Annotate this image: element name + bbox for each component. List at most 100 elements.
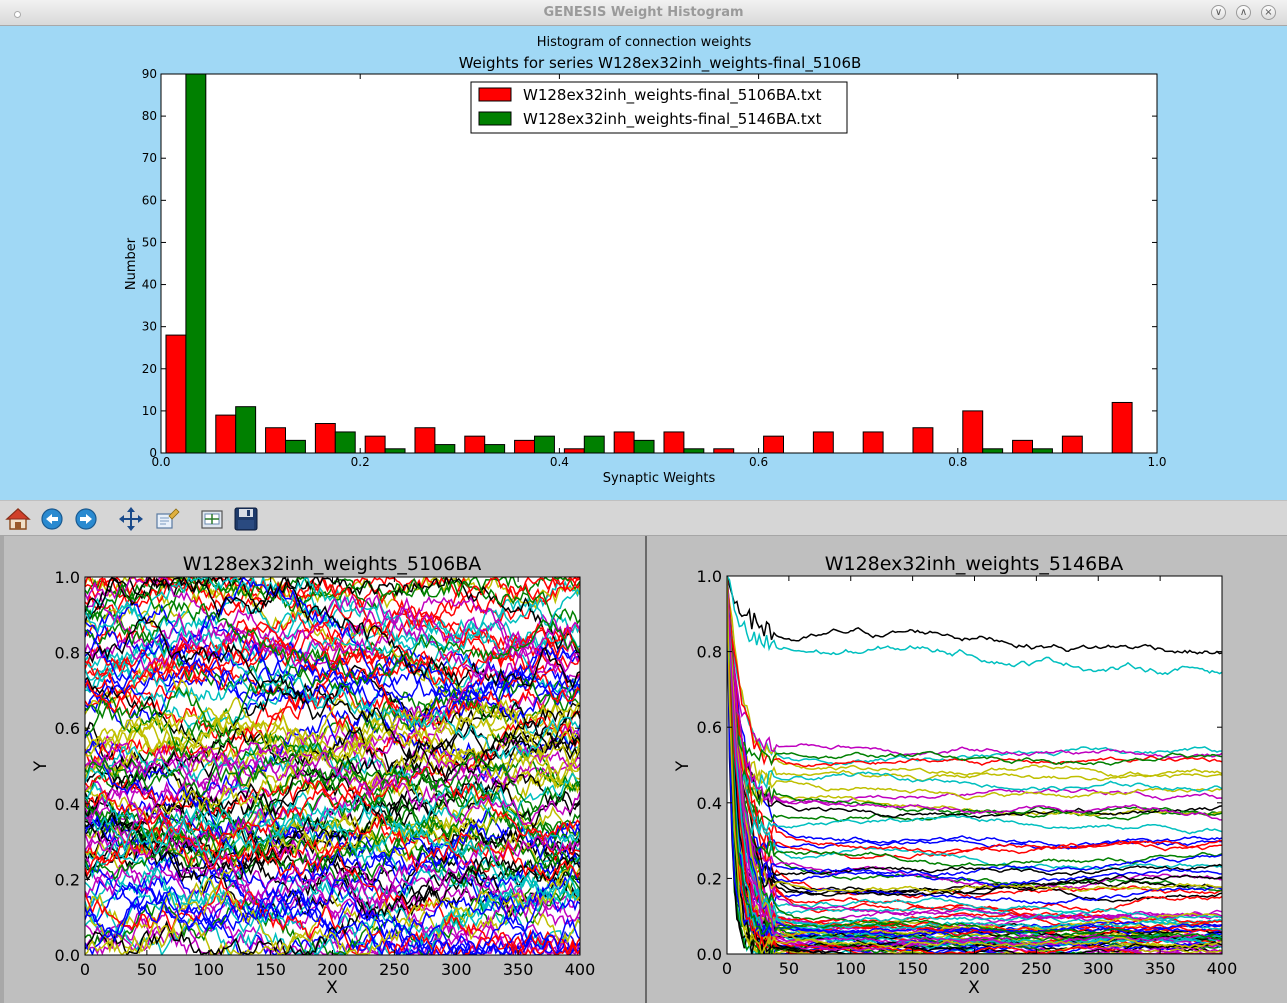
right-plot-trace — [727, 582, 1222, 954]
right-plot-xtick-label: 0 — [722, 959, 732, 978]
legend-swatch-green — [478, 111, 512, 126]
zoom-rect-icon[interactable] — [154, 506, 180, 532]
maximize-icon[interactable]: ∧ — [1236, 5, 1251, 20]
histogram-ytick-label: 90 — [142, 67, 157, 81]
legend-swatch-red — [478, 87, 512, 102]
configure-subplots-icon[interactable] — [199, 506, 225, 532]
right-plot-trace — [727, 576, 1222, 897]
histogram-bar-red-9 — [613, 431, 635, 454]
left-plot-trace — [85, 620, 580, 678]
legend-label-5106BA: W128ex32inh_weights-final_5106BA.txt — [523, 86, 822, 105]
right-plot-trace — [727, 581, 1222, 767]
left-plot-xtick-label: 350 — [503, 960, 534, 979]
left-plot-trace — [85, 843, 580, 955]
right-plot-trace — [727, 576, 1222, 936]
histogram-plot-area[interactable] — [160, 73, 1158, 454]
right-plot-trace — [727, 576, 1222, 884]
right-plot-trace — [727, 578, 1222, 893]
right-plot-trace — [727, 576, 1222, 938]
right-plot-trace — [727, 576, 1222, 896]
histogram-bar-green-4 — [384, 448, 406, 454]
left-plot-trace — [85, 878, 580, 955]
histogram-ytick-label: 50 — [142, 235, 157, 249]
right-plot-trace — [727, 576, 1222, 655]
right-plot-trace — [727, 576, 1222, 945]
right-plot-trace — [727, 584, 1222, 906]
histogram-xlabel: Synaptic Weights — [603, 471, 716, 486]
histogram-bar-red-1 — [215, 414, 237, 454]
histogram-bar-green-0 — [185, 73, 207, 454]
histogram-ytick-label: 0 — [149, 446, 157, 460]
left-plot-trace — [85, 789, 580, 881]
histogram-bar-red-2 — [265, 427, 286, 454]
left-plot-trace — [85, 642, 580, 811]
left-plot-trace — [85, 803, 580, 871]
left-plot-ytick-label: 0.6 — [55, 719, 80, 738]
close-icon[interactable]: × — [1261, 5, 1276, 20]
histogram-bar-green-10 — [683, 448, 705, 454]
histogram-xtick-label: 0.2 — [351, 455, 370, 469]
histogram-bar-red-11 — [713, 448, 735, 454]
home-icon[interactable] — [5, 506, 31, 532]
histogram-xtick-label: 0.4 — [550, 455, 569, 469]
window-title: GENESIS Weight Histogram — [543, 5, 744, 20]
right-plot-ytick-label: 1.0 — [697, 567, 722, 586]
histogram-bar-red-3 — [314, 423, 336, 454]
left-plot-xtick-label: 150 — [255, 960, 286, 979]
right-plot-ylabel: Y — [673, 760, 693, 772]
left-plot-xtick-label: 200 — [317, 960, 348, 979]
histogram-panel: Histogram of connection weights Weights … — [0, 26, 1287, 500]
histogram-bar-red-17 — [1012, 439, 1034, 454]
left-plot-trace — [85, 822, 580, 931]
right-plot-trace — [727, 576, 1222, 889]
pan-icon[interactable] — [118, 506, 144, 532]
histogram-bar-red-0 — [165, 334, 187, 454]
back-arrow-icon[interactable] — [39, 506, 65, 532]
left-plot-trace — [85, 866, 580, 943]
left-plot-trace — [85, 577, 580, 690]
left-plot-trace — [85, 807, 580, 923]
left-plot-trace — [85, 577, 580, 648]
histogram-bar-red-15 — [912, 427, 934, 454]
right-plot-xtick-label: 100 — [835, 959, 866, 978]
right-plot-trace — [727, 576, 1222, 793]
left-plot-ytick-label: 0.0 — [55, 946, 80, 965]
right-plot-trace — [727, 576, 1222, 766]
histogram-bar-red-14 — [862, 431, 884, 454]
histogram-bar-red-16 — [962, 410, 984, 454]
left-plot-trace — [85, 577, 580, 682]
histogram-xtick-label: 0.6 — [749, 455, 768, 469]
left-plot-trace — [85, 807, 580, 921]
right-plot-trace — [727, 576, 1222, 888]
left-plot-trace — [85, 900, 580, 955]
right-plot-trace — [727, 576, 1222, 938]
left-plot-ylabel: Y — [31, 760, 51, 772]
right-plot-xtick-label: 50 — [779, 959, 799, 978]
save-disk-icon[interactable] — [233, 506, 259, 532]
left-plot-xtick-label: 400 — [565, 960, 596, 979]
minimize-icon[interactable]: ∨ — [1211, 5, 1226, 20]
histogram-bar-red-5 — [414, 427, 436, 454]
plots-divider[interactable] — [645, 536, 647, 1003]
left-plot-trace — [85, 774, 580, 885]
histogram-ytick-label: 60 — [142, 193, 157, 207]
right-plot-trace — [727, 579, 1222, 947]
left-plot-trace — [85, 782, 580, 855]
right-plot-trace — [727, 576, 1222, 801]
left-plot-trace — [85, 813, 580, 902]
histogram-bar-green-3 — [334, 431, 356, 454]
window-menu-icon[interactable] — [14, 11, 21, 18]
right-plot-xtick-label: 150 — [897, 959, 928, 978]
histogram-bar-red-13 — [812, 431, 834, 454]
right-plot-ytick-label: 0.0 — [697, 945, 722, 964]
histogram-bar-green-8 — [583, 435, 605, 454]
histogram-xtick-label: 1.0 — [1147, 455, 1166, 469]
left-plot-trace — [85, 815, 580, 911]
left-plot-trace — [85, 582, 580, 687]
right-plot-trace — [727, 578, 1222, 785]
right-plot-trace — [727, 576, 1222, 954]
histogram-bar-red-6 — [464, 435, 486, 454]
histogram-bar-green-2 — [285, 439, 306, 454]
forward-arrow-icon[interactable] — [73, 506, 99, 532]
right-plot-xtick-label: 400 — [1207, 959, 1238, 978]
